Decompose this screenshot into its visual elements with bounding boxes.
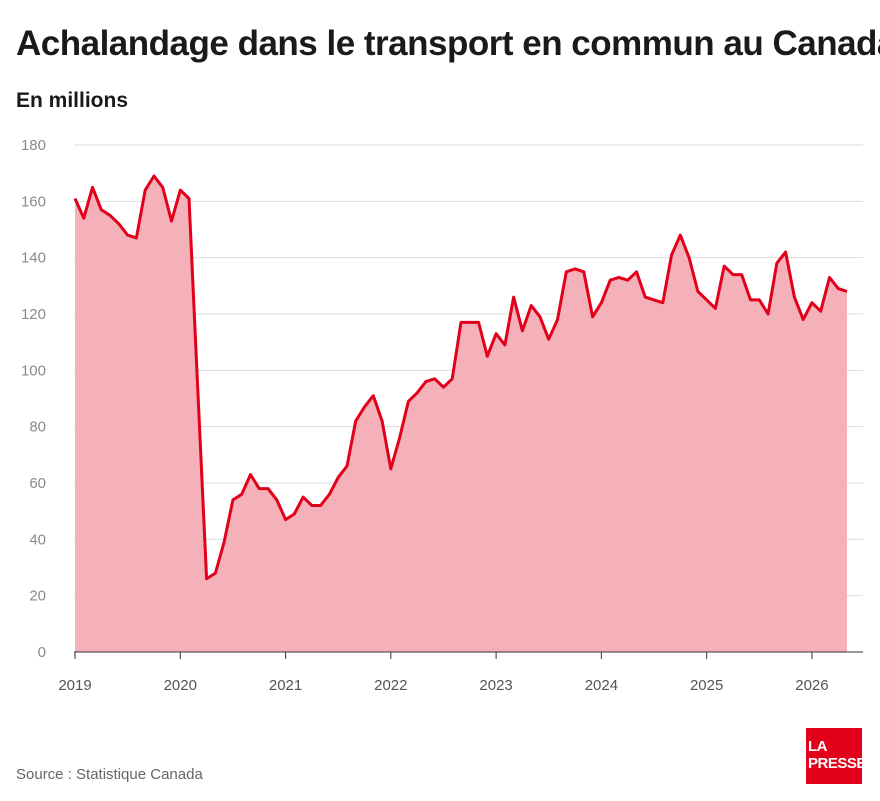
x-tick-label: 2025 — [690, 677, 723, 694]
x-tick-label: 2024 — [585, 677, 618, 694]
chart-subtitle: En millions — [16, 89, 129, 112]
logo-line1: LA — [808, 738, 828, 755]
source-note: Source : Statistique Canada — [16, 766, 203, 783]
x-tick-label: 2023 — [479, 677, 512, 694]
y-tick-label: 180 — [21, 137, 46, 154]
x-tick-label: 2019 — [58, 677, 91, 694]
logo-line2: PRESSE — [808, 755, 866, 772]
y-tick-label: 100 — [21, 362, 46, 379]
chart-title: Achalandage dans le transport en commun … — [16, 24, 880, 63]
y-tick-label: 160 — [21, 193, 46, 210]
x-tick-label: 2026 — [795, 677, 828, 694]
y-tick-label: 60 — [29, 475, 46, 492]
y-tick-label: 140 — [21, 250, 46, 267]
series-area — [75, 176, 847, 652]
y-tick-label: 0 — [38, 644, 46, 661]
y-axis-ticks: 0 20 40 60 80 100 120 140 160 180 — [21, 137, 46, 661]
y-tick-label: 120 — [21, 306, 46, 323]
x-tick-label: 2021 — [269, 677, 302, 694]
y-tick-label: 20 — [29, 588, 46, 605]
series-line — [73, 174, 848, 581]
y-tick-label: 80 — [29, 419, 46, 436]
x-tick-label: 2020 — [164, 677, 197, 694]
x-tick-label: 2022 — [374, 677, 407, 694]
la-presse-logo[interactable]: LA PRESSE — [806, 728, 866, 784]
x-axis-ticks: 2019 2020 2021 2022 2023 2024 2025 2026 — [58, 652, 829, 694]
y-tick-label: 40 — [29, 531, 46, 548]
